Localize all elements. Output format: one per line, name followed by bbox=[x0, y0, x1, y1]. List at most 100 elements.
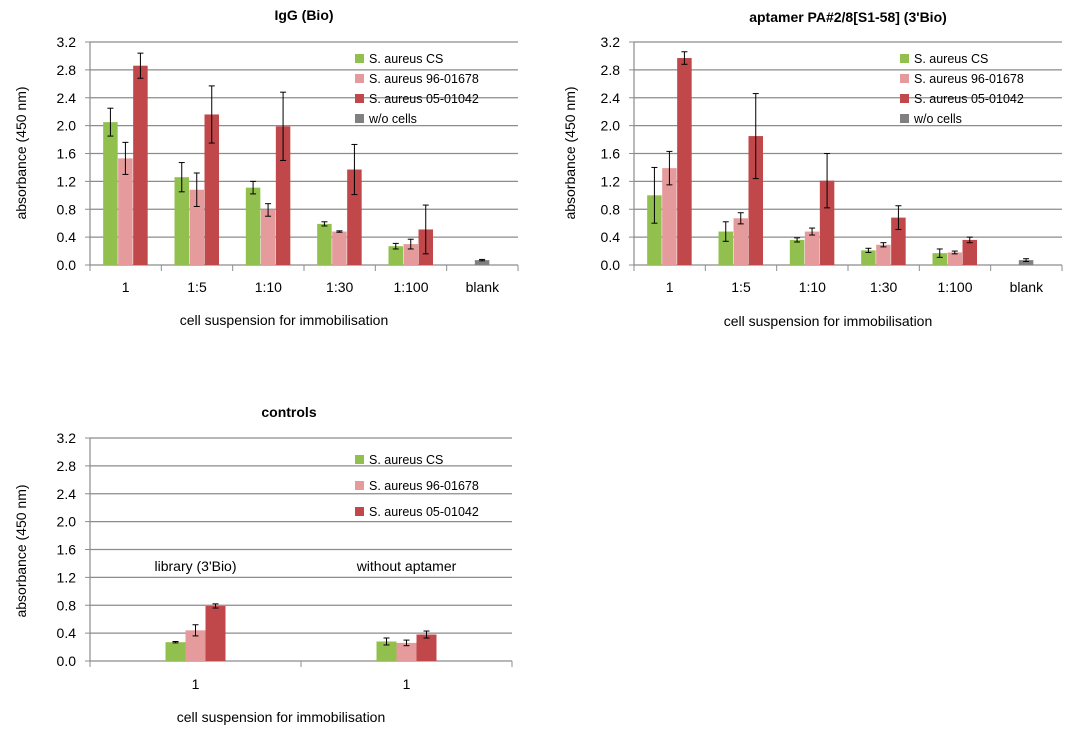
bar-s05 bbox=[962, 239, 977, 265]
y-tick-label: 2.8 bbox=[57, 458, 77, 474]
bar-s96 bbox=[260, 209, 276, 265]
bar-s05 bbox=[748, 136, 763, 265]
bar-s05 bbox=[891, 217, 906, 265]
bar-cs bbox=[647, 195, 662, 265]
legend-label: S. aureus 05-01042 bbox=[369, 505, 479, 519]
chart-2: aptamer PA#2/8[S1-58] (3'Bio) 0.0 0.4 0.8 1.… bbox=[562, 9, 1063, 329]
bar-s96 bbox=[332, 231, 347, 265]
y-axis-label: absorbance (450 nm) bbox=[13, 86, 29, 219]
legend-label: S. aureus CS bbox=[369, 453, 443, 467]
chart-title: IgG (Bio) bbox=[274, 7, 333, 23]
bar-cs bbox=[789, 239, 805, 265]
chart-3: controls 0.0 0.4 0.8 1.2 1.6 2.0 2.4 2.8 3.2 1 libr… bbox=[13, 404, 513, 725]
bar-s96 bbox=[804, 231, 820, 265]
bar-s05 bbox=[133, 65, 148, 265]
bar-cs bbox=[718, 231, 733, 265]
legend-label: w/o cells bbox=[913, 112, 962, 126]
bar-cs bbox=[861, 250, 876, 265]
x-tick-label: blank bbox=[1010, 279, 1044, 295]
x-axis-label: cell suspension for immobilisation bbox=[724, 313, 933, 329]
bar-cs bbox=[388, 246, 403, 265]
y-tick-label: 1.2 bbox=[57, 569, 77, 585]
bar-cs bbox=[932, 253, 947, 265]
y-tick-label: 1.6 bbox=[57, 146, 77, 162]
bar-wo bbox=[474, 260, 490, 265]
legend-swatch bbox=[355, 114, 364, 123]
x-axis-label: cell suspension for immobilisation bbox=[177, 709, 386, 725]
bar-s96 bbox=[118, 158, 133, 265]
y-tick-label: 2.8 bbox=[601, 62, 621, 78]
y-tick-label: 0.0 bbox=[57, 257, 77, 273]
y-axis-label: absorbance (450 nm) bbox=[562, 86, 578, 219]
x-tick-label: blank bbox=[466, 279, 500, 295]
y-tick-label: 0.0 bbox=[601, 257, 621, 273]
legend-swatch bbox=[355, 94, 364, 103]
legend-label: S. aureus 05-01042 bbox=[914, 92, 1024, 106]
y-tick-label: 0.4 bbox=[57, 229, 77, 245]
y-tick-label: 2.0 bbox=[601, 118, 621, 134]
legend-label: S. aureus 96-01678 bbox=[369, 72, 479, 86]
bar-s05 bbox=[275, 126, 291, 266]
bar-cs bbox=[245, 187, 261, 265]
y-tick-label: 1.2 bbox=[57, 173, 77, 189]
chart-1: IgG (Bio) 0.0 0.4 0.8 1.2 1.6 2.0 2.4 2.8 3.2 1 1:5… bbox=[13, 7, 519, 328]
legend-swatch bbox=[900, 114, 909, 123]
bar-s96 bbox=[403, 244, 418, 265]
bar-cs bbox=[174, 177, 189, 265]
bar-cs bbox=[103, 122, 118, 265]
y-tick-label: 1.6 bbox=[57, 542, 77, 558]
y-tick-label: 2.4 bbox=[57, 90, 77, 106]
y-tick-label: 1.2 bbox=[601, 173, 621, 189]
y-tick-label: 2.0 bbox=[57, 118, 77, 134]
x-axis-label: cell suspension for immobilisation bbox=[180, 312, 389, 328]
y-tick-label: 2.0 bbox=[57, 514, 77, 530]
x-tick-label: 1:100 bbox=[393, 279, 428, 295]
y-tick-label: 1.6 bbox=[601, 146, 621, 162]
x-tick-label: 1:10 bbox=[799, 279, 826, 295]
legend-swatch bbox=[355, 74, 364, 83]
bar-s96 bbox=[876, 244, 891, 265]
y-tick-label: 3.2 bbox=[57, 34, 77, 50]
bar-s05 bbox=[416, 634, 437, 661]
y-tick-label: 2.4 bbox=[57, 486, 77, 502]
bar-s96 bbox=[733, 218, 748, 265]
bar-s05 bbox=[205, 605, 226, 661]
y-tick-label: 2.4 bbox=[601, 90, 621, 106]
bar-cs bbox=[165, 642, 186, 661]
y-tick-label: 2.8 bbox=[57, 62, 77, 78]
x-tick-label: 1:5 bbox=[187, 279, 207, 295]
y-axis-label: absorbance (450 nm) bbox=[13, 484, 29, 617]
legend-label: S. aureus 96-01678 bbox=[369, 479, 479, 493]
x-tick-label: 1:30 bbox=[326, 279, 353, 295]
y-tick-label: 0.0 bbox=[57, 653, 77, 669]
x-tick-label: 1:10 bbox=[255, 279, 282, 295]
bar-s96 bbox=[662, 168, 677, 265]
legend-swatch bbox=[355, 455, 364, 464]
legend-swatch bbox=[900, 94, 909, 103]
legend-label: S. aureus CS bbox=[369, 52, 443, 66]
x-tick-label: 1 bbox=[122, 279, 130, 295]
bar-s96 bbox=[396, 642, 417, 661]
legend-swatch bbox=[900, 74, 909, 83]
legend-swatch bbox=[900, 54, 909, 63]
bar-s05 bbox=[347, 169, 362, 265]
bar-s05 bbox=[677, 58, 692, 266]
legend-label: S. aureus 05-01042 bbox=[369, 92, 479, 106]
legend-swatch bbox=[355, 507, 364, 516]
x-tick-label: 1:100 bbox=[937, 279, 972, 295]
chart-title: controls bbox=[261, 404, 316, 420]
x-tick-label: 1 bbox=[666, 279, 674, 295]
legend-label: w/o cells bbox=[368, 112, 417, 126]
legend-swatch bbox=[355, 54, 364, 63]
legend-swatch bbox=[355, 481, 364, 490]
legend-label: S. aureus 96-01678 bbox=[914, 72, 1024, 86]
group-annotation: library (3'Bio) bbox=[154, 558, 236, 574]
y-tick-label: 0.8 bbox=[57, 597, 77, 613]
bar-s96 bbox=[189, 189, 204, 265]
x-tick-label: 1 bbox=[192, 676, 200, 692]
bar-s05 bbox=[819, 180, 835, 265]
bar-s05 bbox=[204, 114, 219, 265]
chart-title: aptamer PA#2/8[S1-58] (3'Bio) bbox=[749, 9, 947, 25]
legend-label: S. aureus CS bbox=[914, 52, 988, 66]
